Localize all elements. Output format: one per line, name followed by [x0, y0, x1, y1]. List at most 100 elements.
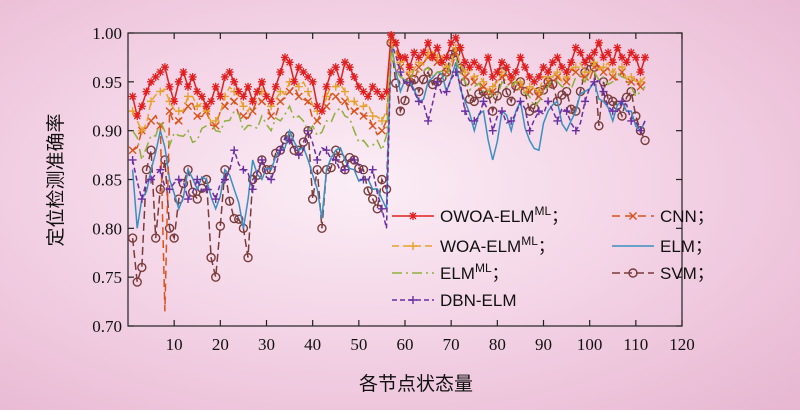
data-point [631, 111, 641, 121]
data-point [147, 175, 156, 184]
data-point [418, 74, 429, 85]
data-point [479, 82, 488, 91]
data-point [331, 82, 340, 91]
data-point [377, 204, 386, 213]
data-point [304, 87, 313, 96]
data-point [184, 92, 193, 101]
legend-label: OWOA-ELMML； [440, 204, 568, 226]
data-point [285, 87, 294, 96]
data-point [553, 53, 562, 62]
data-point [367, 194, 378, 204]
data-point [188, 72, 197, 81]
data-point [608, 68, 617, 77]
data-point [178, 178, 189, 189]
data-point [331, 145, 341, 155]
data-point [368, 165, 377, 174]
data-point [220, 72, 229, 81]
data-point [363, 186, 373, 196]
data-point [594, 38, 603, 47]
data-point [211, 272, 221, 282]
data-point [405, 63, 414, 72]
data-point [433, 77, 442, 86]
data-point [470, 116, 479, 125]
data-point [544, 97, 553, 106]
legend-label: WOA-ELMML； [440, 234, 555, 256]
data-point [174, 175, 183, 184]
data-point [516, 82, 525, 91]
data-point [516, 77, 525, 86]
data-point [127, 233, 138, 243]
data-point [336, 77, 345, 86]
data-point [276, 68, 285, 77]
data-point [516, 53, 525, 62]
data-point [464, 94, 475, 104]
data-point [571, 43, 580, 52]
data-point [585, 53, 594, 62]
data-point [622, 58, 631, 67]
data-point [280, 53, 289, 62]
y-tick-label: 0.75 [92, 268, 122, 287]
legend-item: CNN； [612, 207, 714, 226]
data-point [156, 68, 165, 77]
data-point [368, 121, 377, 130]
x-tick-label: 120 [669, 335, 695, 354]
data-point [562, 68, 571, 77]
data-point [276, 87, 285, 96]
y-tick-label: 0.90 [92, 122, 122, 141]
data-point [405, 77, 414, 86]
data-point [530, 77, 539, 86]
data-point [571, 68, 580, 77]
axes: 10 20 30 40 50 60 70 80 90 100 110 120 0.70 0.75 0.80 0… [92, 24, 695, 354]
data-point [552, 96, 563, 107]
data-point [553, 68, 562, 77]
data-point [608, 107, 617, 116]
data-point [497, 107, 506, 116]
data-point [294, 151, 303, 160]
data-point [132, 277, 142, 287]
data-point [294, 63, 303, 72]
data-point [174, 107, 183, 116]
data-point [211, 195, 220, 204]
legend-item: ELMML； [392, 261, 509, 283]
data-point [594, 121, 604, 131]
legend-label: CNN； [660, 207, 714, 226]
data-point [206, 252, 216, 263]
data-point [313, 102, 322, 111]
data-point [165, 185, 174, 194]
data-point [442, 87, 451, 96]
data-point [192, 194, 202, 204]
data-point [156, 165, 165, 174]
data-point [197, 92, 206, 101]
x-tick-label: 80 [489, 335, 506, 354]
data-point [340, 165, 349, 174]
x-tick-label: 110 [623, 335, 648, 354]
data-point [617, 63, 626, 72]
data-point [539, 63, 548, 72]
data-point [169, 233, 179, 243]
data-point [501, 88, 512, 98]
data-point [428, 53, 437, 62]
data-point [414, 63, 423, 72]
data-point [451, 33, 460, 42]
data-point [396, 53, 405, 62]
data-point [442, 53, 451, 62]
data-point [437, 58, 446, 67]
data-point [298, 137, 309, 147]
data-point [469, 96, 479, 107]
data-point [479, 97, 488, 106]
data-point [581, 58, 590, 67]
data-point [544, 77, 553, 86]
legend-label: DBN-ELM [440, 291, 517, 310]
data-point [340, 58, 349, 67]
data-point [308, 77, 317, 86]
data-point [155, 184, 166, 194]
data-point [243, 252, 253, 263]
data-point [257, 77, 266, 86]
data-point [599, 53, 608, 62]
data-point [548, 58, 557, 67]
series-line [131, 47, 646, 163]
data-point [553, 116, 562, 125]
data-point [627, 48, 636, 57]
data-point [267, 175, 276, 184]
data-point [617, 53, 626, 62]
